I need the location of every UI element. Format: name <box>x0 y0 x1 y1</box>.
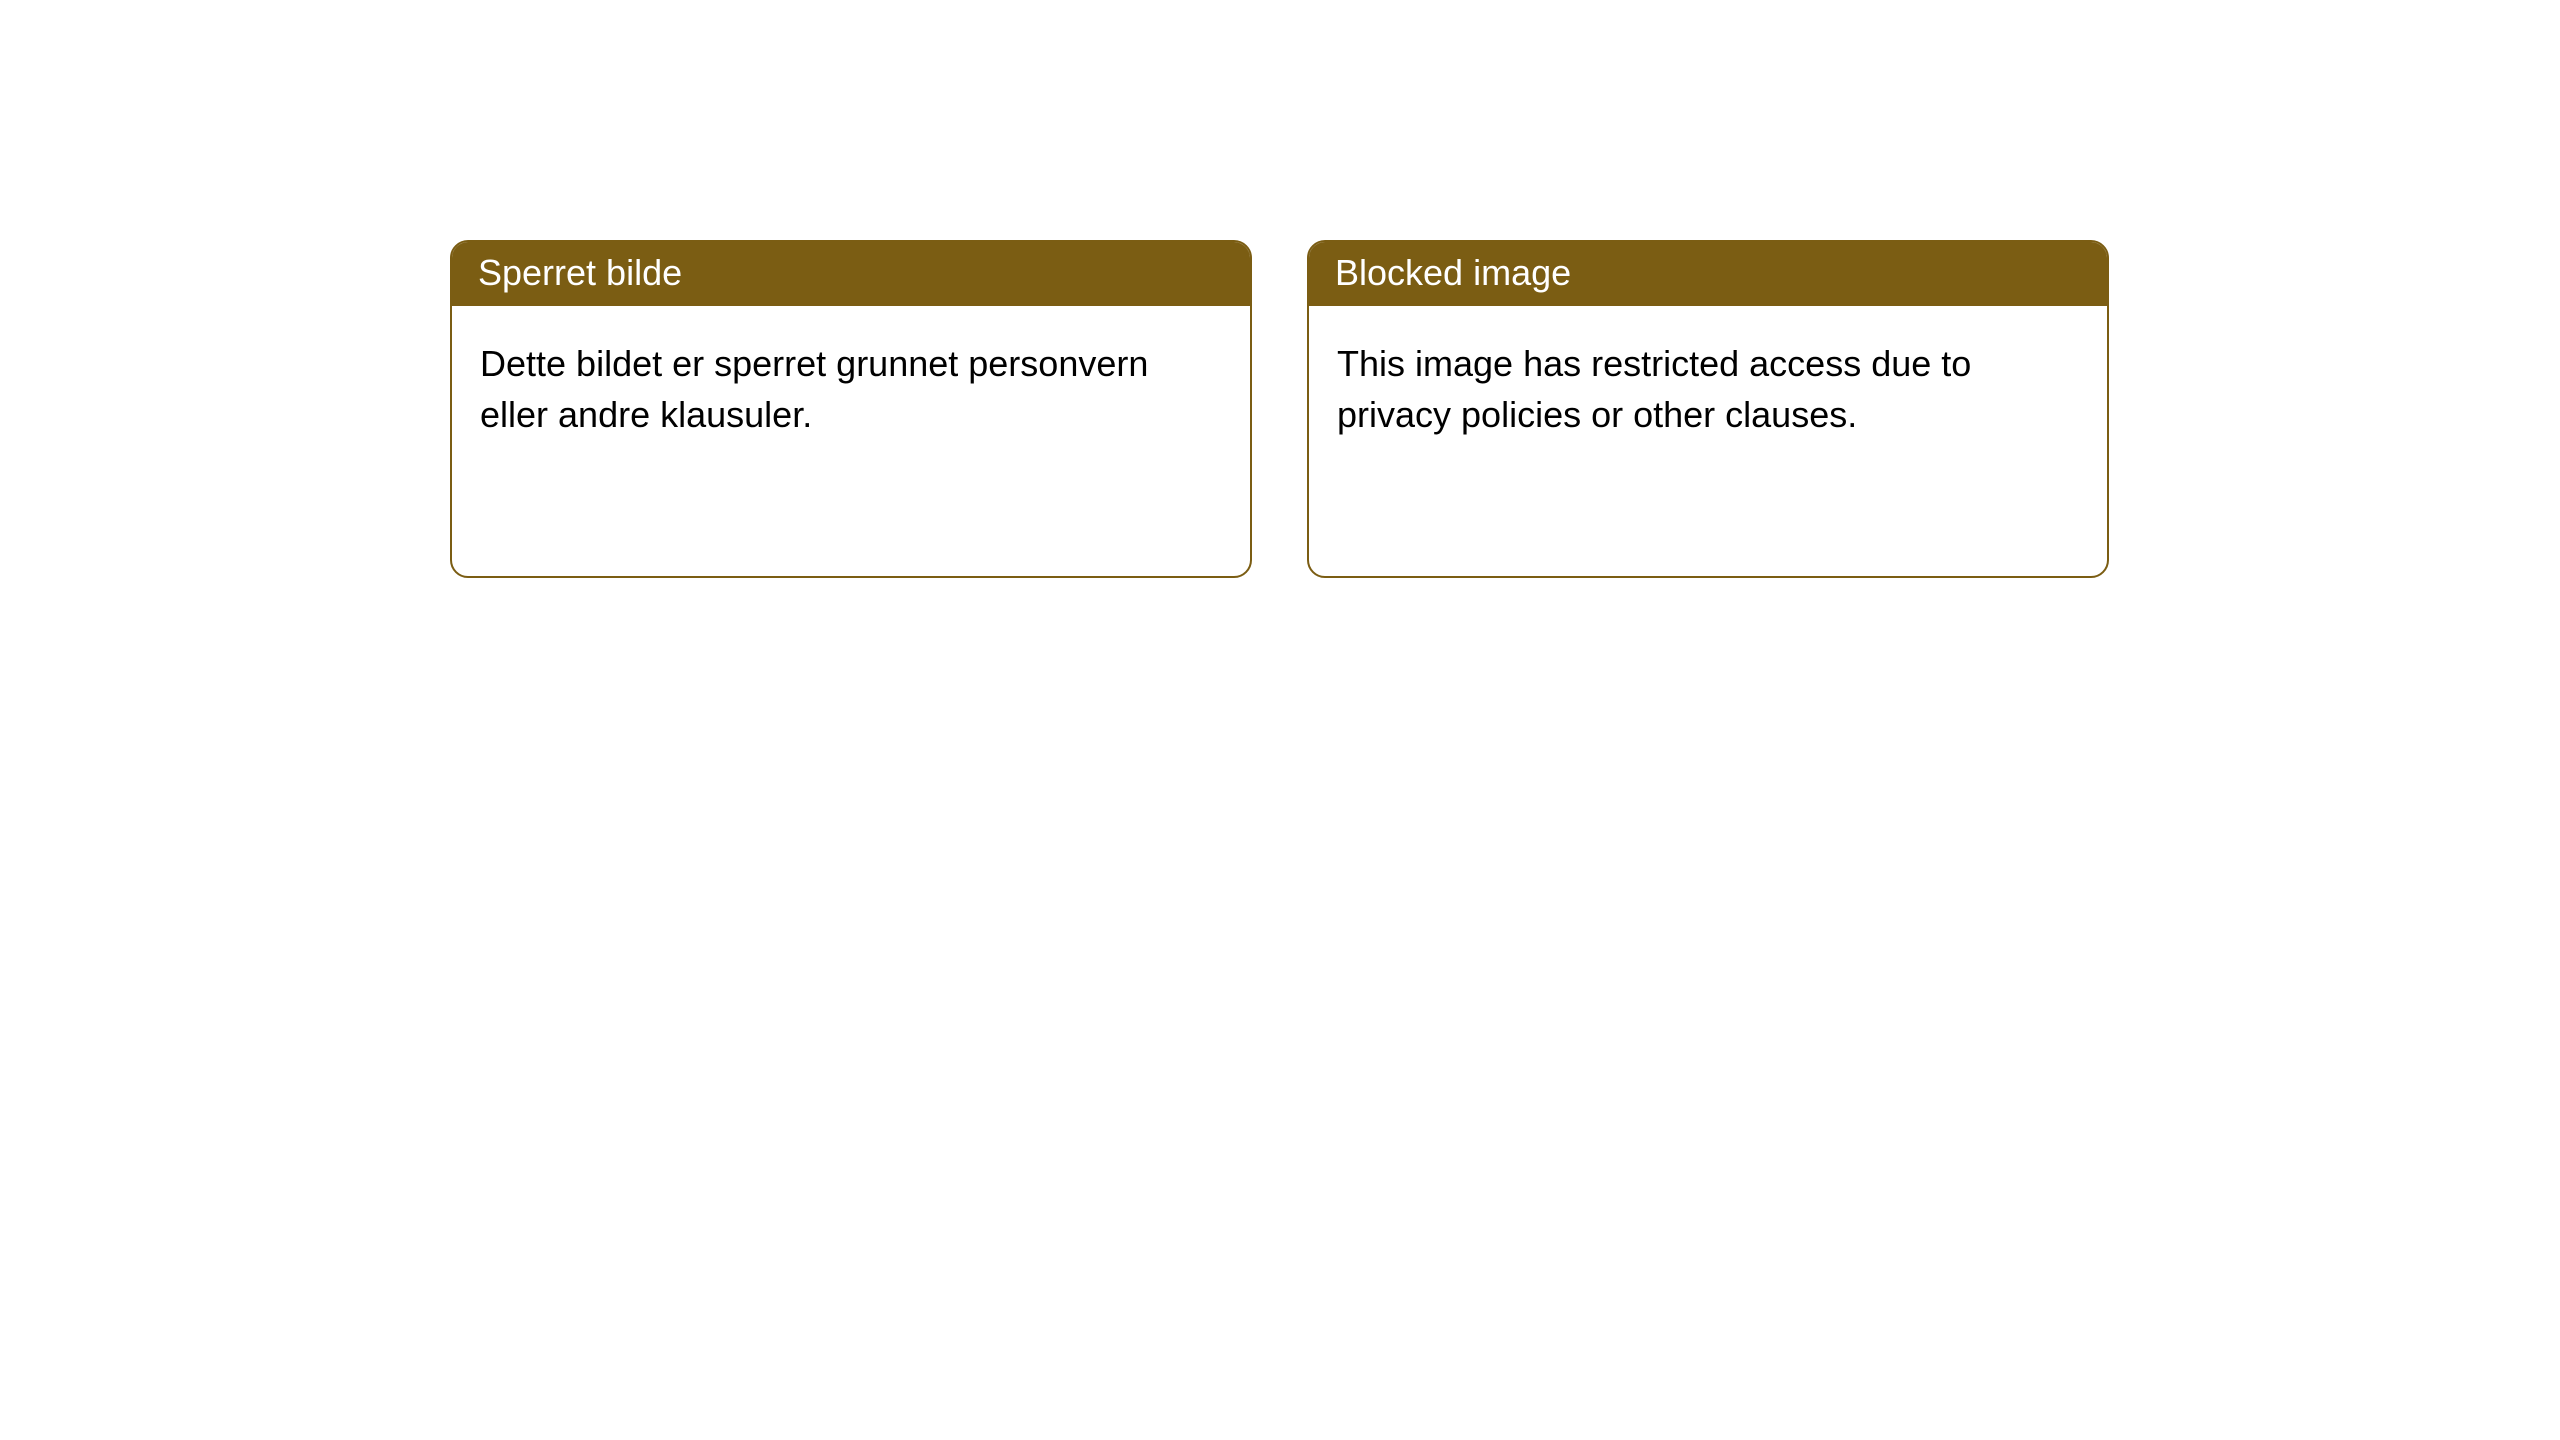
notice-body-text: Dette bildet er sperret grunnet personve… <box>452 306 1250 576</box>
notice-card-norwegian: Sperret bilde Dette bildet er sperret gr… <box>450 240 1252 578</box>
notice-body-text: This image has restricted access due to … <box>1309 306 2107 576</box>
notice-container: Sperret bilde Dette bildet er sperret gr… <box>0 0 2560 578</box>
notice-title: Sperret bilde <box>452 242 1250 306</box>
notice-title: Blocked image <box>1309 242 2107 306</box>
notice-card-english: Blocked image This image has restricted … <box>1307 240 2109 578</box>
